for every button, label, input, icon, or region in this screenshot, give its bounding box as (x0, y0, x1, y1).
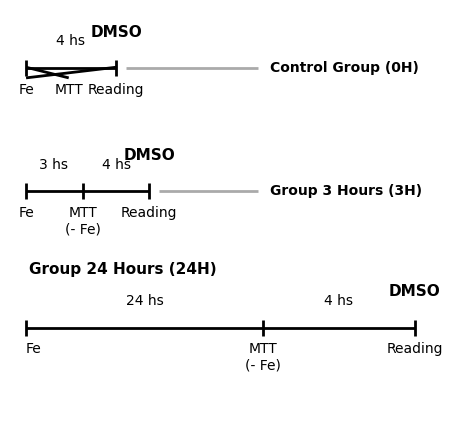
Text: Reading: Reading (121, 206, 178, 220)
Text: 4 hs: 4 hs (55, 34, 85, 48)
Text: Group 24 Hours (24H): Group 24 Hours (24H) (29, 262, 217, 277)
Text: 24 hs: 24 hs (126, 294, 164, 308)
Text: Reading: Reading (386, 342, 443, 356)
Text: Fe: Fe (26, 342, 42, 356)
Text: 4 hs: 4 hs (324, 294, 354, 308)
Text: Fe: Fe (18, 83, 34, 97)
Text: Group 3 Hours (3H): Group 3 Hours (3H) (270, 184, 422, 198)
Text: DMSO: DMSO (123, 148, 175, 163)
Text: Control Group (0H): Control Group (0H) (270, 61, 419, 75)
Text: MTT
(- Fe): MTT (- Fe) (245, 342, 281, 373)
Text: 4 hs: 4 hs (101, 158, 131, 172)
Text: Fe: Fe (18, 206, 34, 220)
Text: DMSO: DMSO (389, 284, 441, 299)
Text: Reading: Reading (88, 83, 145, 97)
Text: MTT
(- Fe): MTT (- Fe) (65, 206, 101, 236)
Text: 3 hs: 3 hs (39, 158, 68, 172)
Text: MTT: MTT (55, 83, 83, 97)
Text: DMSO: DMSO (90, 25, 142, 40)
